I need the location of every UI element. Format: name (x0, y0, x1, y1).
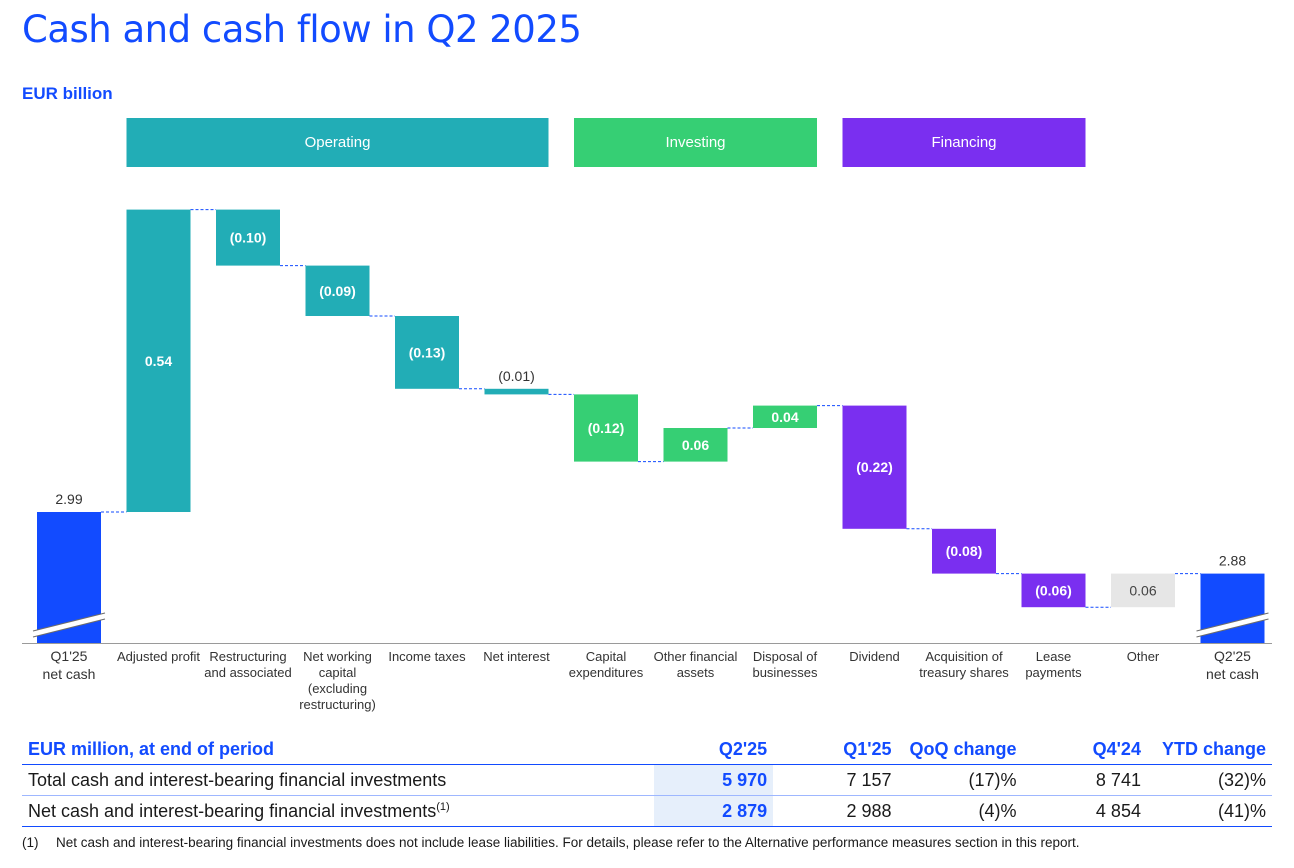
data-label: 0.06 (1129, 582, 1156, 598)
category-label: Disposal of businesses (752, 649, 818, 680)
bar (305, 265, 370, 316)
data-label: (0.12) (588, 420, 625, 436)
data-label: 0.04 (771, 409, 798, 425)
axis-break-mark (33, 613, 105, 637)
category-label: Income taxes (388, 649, 466, 664)
table-row: Total cash and interest-bearing financia… (22, 764, 1272, 796)
table-header: Q4'24 (1022, 736, 1147, 765)
data-label: 2.99 (55, 491, 82, 507)
row-label: Net cash and interest-bearing financial … (22, 795, 654, 827)
group-header-operating (126, 118, 549, 167)
category-label: Adjusted profit (117, 649, 200, 664)
group-header-label: Operating (305, 134, 371, 151)
table-cell: (4)% (897, 795, 1023, 827)
axis-break-mark (1196, 613, 1269, 637)
axis-break-line (32, 618, 106, 638)
category-label: Net working capital (excluding restructurin… (299, 649, 376, 712)
table-row: Net cash and interest-bearing financial … (22, 795, 1272, 827)
category-label: Dividend (849, 649, 900, 664)
table-header: QoQ change (897, 736, 1023, 765)
table-header: EUR million, at end of period (22, 736, 654, 765)
bar (126, 209, 191, 512)
table-cell: 7 157 (773, 764, 898, 796)
category-label: Q1'25 net cash (43, 648, 96, 682)
category-label: Lease payments (1025, 649, 1082, 680)
bar (574, 394, 638, 462)
bar (1111, 573, 1175, 608)
table-cell: (17)% (897, 764, 1023, 796)
table-cell: 5 970 (653, 764, 774, 796)
data-label: 2.88 (1219, 553, 1246, 569)
bar (663, 428, 728, 462)
data-label: (0.09) (319, 283, 356, 299)
cash-table: EUR million, at end of period Q2'25 Q1'2… (22, 736, 1272, 827)
table-cell: 2 988 (773, 795, 898, 827)
group-header-investing (574, 118, 817, 167)
category-label: Restructuring and associated (204, 649, 291, 680)
category-label: Other financial assets (654, 649, 738, 680)
table-header: Q2'25 (653, 736, 774, 765)
group-header-label: Financing (931, 134, 996, 151)
footnote-marker: (1) (436, 800, 450, 813)
group-header-label: Investing (665, 134, 725, 151)
bar (216, 209, 280, 266)
axis-break-line (1196, 612, 1269, 632)
bar (842, 405, 907, 529)
category-label: Acquisition of treasury shares (919, 649, 1009, 680)
axis-break-line (32, 612, 106, 632)
footnote-text: Net cash and interest-bearing financial … (56, 835, 1080, 850)
data-label: 0.54 (145, 353, 172, 369)
data-label: (0.01) (498, 368, 535, 384)
table-cell: (41)% (1146, 795, 1272, 827)
bar (932, 528, 996, 574)
table-cell: 8 741 (1022, 764, 1147, 796)
data-label: (0.10) (230, 230, 267, 246)
data-label: 0.06 (682, 437, 709, 453)
table-header-row: EUR million, at end of period Q2'25 Q1'2… (22, 736, 1272, 765)
waterfall-chart: Operating Investing Financing 2.99 Q1'25 net … (22, 118, 1272, 712)
category-label: Capital expenditures (569, 649, 644, 680)
axis-break-line (1196, 618, 1269, 638)
footnote: (1) Net cash and interest-bearing financi… (22, 835, 1080, 850)
unit-label: EUR billion (22, 84, 113, 103)
table-header: Q1'25 (773, 736, 898, 765)
category-label: Q2'25 net cash (1206, 648, 1259, 682)
data-label: (0.08) (946, 543, 983, 559)
data-label: (0.06) (1035, 582, 1072, 598)
bar (753, 405, 817, 428)
row-label: Total cash and interest-bearing financia… (22, 764, 654, 796)
category-label: Other (1127, 649, 1160, 664)
bar (395, 316, 459, 389)
footnote-number: (1) (22, 835, 39, 850)
bar (484, 388, 549, 395)
table-cell: 2 879 (653, 795, 774, 827)
data-label: (0.13) (409, 344, 446, 360)
data-label: (0.22) (856, 459, 893, 475)
category-label: Net interest (483, 649, 550, 664)
table-cell: (32)% (1146, 764, 1272, 796)
bar (1021, 573, 1086, 608)
group-header-financing (842, 118, 1086, 167)
table-cell: 4 854 (1022, 795, 1147, 827)
table-header: YTD change (1146, 736, 1272, 765)
page-title: Cash and cash flow in Q2 2025 (22, 8, 582, 51)
